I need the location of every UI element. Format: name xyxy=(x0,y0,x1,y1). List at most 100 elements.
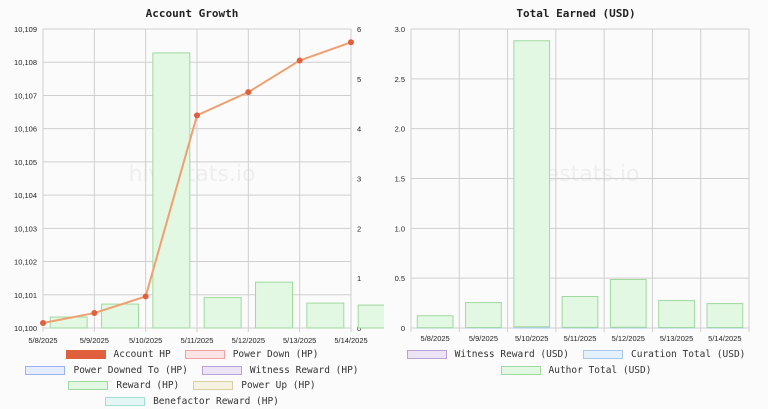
y-tick-label: 0 xyxy=(401,324,405,333)
x-tick-label: 5/12/2025 xyxy=(232,336,265,345)
legend-item-curation-total[interactable]: Curation Total (USD) xyxy=(583,347,745,361)
y-tick-label: 1.0 xyxy=(395,224,405,233)
reward-bar xyxy=(255,281,293,329)
plot-frame xyxy=(42,28,352,329)
legend-left-row-1: Account HP Power Down (HP) xyxy=(0,347,384,361)
x-tick-label: 5/10/2025 xyxy=(129,336,162,345)
legend-swatch xyxy=(105,396,146,406)
legend-label: Witness Reward (HP) xyxy=(249,364,359,376)
x-tick-label: 5/11/2025 xyxy=(564,334,597,343)
legend-swatch xyxy=(184,349,225,359)
legend-swatch xyxy=(68,380,109,390)
y-tick-label-left: 10,109 xyxy=(14,25,37,34)
x-tick-label: 5/11/2025 xyxy=(181,336,214,345)
legend-swatch xyxy=(25,365,66,375)
y-tick-label-left: 10,100 xyxy=(14,324,37,333)
legend-item-power-downed-to[interactable]: Power Downed To (HP) xyxy=(25,363,188,377)
y-tick-label-left: 10,108 xyxy=(14,58,37,67)
legend-swatch xyxy=(65,349,106,359)
legend-left-row-2: Power Downed To (HP) Witness Reward (HP) xyxy=(0,363,384,377)
total-earned-title: Total Earned (USD) xyxy=(516,7,636,20)
account-hp-point xyxy=(194,112,200,119)
legend-item-witness-reward-hp[interactable]: Witness Reward (HP) xyxy=(201,363,359,377)
author-bar xyxy=(465,302,502,329)
y-tick-label-left: 10,101 xyxy=(14,291,37,300)
legend-label: Witness Reward (USD) xyxy=(454,348,569,360)
account-hp-point xyxy=(91,310,98,317)
y-tick-label-left: 10,105 xyxy=(14,158,37,167)
account-hp-point xyxy=(296,57,303,64)
legend-right-row-2: Author Total (USD) xyxy=(384,363,768,377)
legend-label: Reward (HP) xyxy=(116,379,180,391)
x-tick-label: 5/13/2025 xyxy=(283,336,316,345)
x-tick-label: 5/9/2025 xyxy=(80,336,109,345)
x-tick-label: 5/14/2025 xyxy=(334,336,367,345)
legend-label: Power Up (HP) xyxy=(241,379,316,391)
y-tick-label-right: 3 xyxy=(357,175,361,184)
account-hp-point xyxy=(245,89,252,96)
legend-label: Curation Total (USD) xyxy=(631,348,746,360)
reward-bar xyxy=(101,303,139,329)
account-growth-title: Account Growth xyxy=(145,7,239,20)
watermark-left: hivestats.io xyxy=(128,162,256,187)
author-bar xyxy=(658,300,695,329)
legend-item-power-down[interactable]: Power Down (HP) xyxy=(184,347,319,361)
legend-swatch xyxy=(500,365,541,375)
legend-item-benefactor-reward[interactable]: Benefactor Reward (HP) xyxy=(105,394,279,408)
x-tick-label: 5/8/2025 xyxy=(28,336,57,345)
total-earned-chart: 0 0.5 1.0 1.5 2.0 2.5 3.0 5/8/2025 5/9/2025 5/10/… xyxy=(395,25,750,343)
legend-left-row-3: Reward (HP) Power Up (HP) xyxy=(0,378,384,392)
total-earned-panel: Total Earned (USD) hivestats.io 0 0.5 1.0 1… xyxy=(384,0,768,409)
author-bar xyxy=(609,278,647,328)
y-tick-label-right: 2 xyxy=(357,224,361,233)
legend-item-reward-hp[interactable]: Reward (HP) xyxy=(68,378,179,392)
account-hp-point xyxy=(142,293,149,300)
legend-label: Account HP xyxy=(113,348,171,360)
legend-label: Benefactor Reward (HP) xyxy=(153,395,279,407)
author-bar xyxy=(706,303,744,329)
reward-bar xyxy=(306,302,345,329)
account-growth-chart: 10,100 10,101 10,102 10,103 10,104 10,105 10,1… xyxy=(14,25,384,345)
y-tick-label-left: 10,102 xyxy=(14,258,37,267)
y-tick-label-right: 1 xyxy=(357,274,361,283)
y-tick-label-left: 10,104 xyxy=(14,191,37,200)
y-tick-label-right: 4 xyxy=(357,125,361,134)
y-tick-label: 3.0 xyxy=(395,25,405,34)
legend-right-row-1: Witness Reward (USD) Curation Total (USD… xyxy=(384,347,768,361)
y-tick-label-right: 5 xyxy=(357,75,361,84)
author-bar xyxy=(416,315,454,329)
legend-swatch xyxy=(406,349,447,359)
y-tick-label: 2.0 xyxy=(395,125,405,134)
legend-swatch xyxy=(193,380,234,390)
reward-bar xyxy=(203,297,242,329)
x-tick-label: 5/9/2025 xyxy=(469,334,498,343)
reward-bar xyxy=(152,52,191,329)
legend-swatch xyxy=(201,365,242,375)
legend-label: Author Total (USD) xyxy=(548,364,652,376)
account-hp-point xyxy=(40,320,46,327)
account-growth-panel: Account Growth hivestats.io 10,100 10,101… xyxy=(0,7,384,408)
y-tick-label: 1.5 xyxy=(395,175,405,184)
legend-label: Power Downed To (HP) xyxy=(73,364,188,376)
x-tick-label: 5/13/2025 xyxy=(660,334,693,343)
y-tick-label: 2.5 xyxy=(395,75,405,84)
legend-item-witness-reward-usd[interactable]: Witness Reward (USD) xyxy=(406,347,569,361)
y-tick-label-left: 10,106 xyxy=(14,125,37,134)
legend-left-row-4: Benefactor Reward (HP) xyxy=(0,394,384,408)
reward-bar xyxy=(357,304,384,329)
y-tick-label: 0.5 xyxy=(395,274,405,283)
legend-item-power-up[interactable]: Power Up (HP) xyxy=(193,378,316,392)
y-tick-label-right: 6 xyxy=(357,25,361,34)
legend-item-account-hp[interactable]: Account HP xyxy=(65,347,171,361)
y-tick-label-left: 10,107 xyxy=(14,91,37,100)
legend-swatch xyxy=(583,349,623,359)
x-tick-label: 5/14/2025 xyxy=(708,334,741,343)
x-tick-label: 5/8/2025 xyxy=(421,334,450,343)
x-tick-label: 5/12/2025 xyxy=(612,334,645,343)
author-bar xyxy=(561,296,599,328)
legend-label: Power Down (HP) xyxy=(232,348,319,360)
account-hp-point xyxy=(348,39,354,46)
author-bar xyxy=(513,40,551,328)
legend-item-author-total[interactable]: Author Total (USD) xyxy=(500,363,652,377)
y-tick-label-right: 0 xyxy=(357,324,361,333)
